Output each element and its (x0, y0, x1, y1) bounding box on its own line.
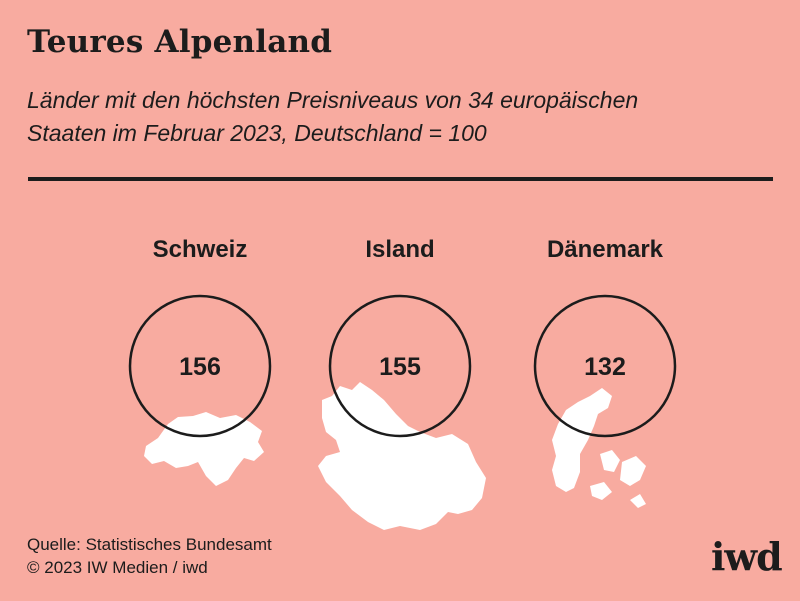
value-label-2: 132 (584, 353, 626, 381)
value-circle-2 (533, 294, 677, 438)
subtitle-line-2: Staaten im Februar 2023, Deutschland = 1… (27, 120, 487, 146)
header-divider (28, 177, 773, 181)
country-label-schweiz: Schweiz (152, 236, 248, 263)
country-label-daenemark: Dänemark (546, 236, 664, 263)
iceland-map-icon (318, 382, 486, 530)
source-note: Quelle: Statistisches Bundesamt © 2023 I… (27, 533, 272, 579)
chart-subtitle: Länder mit den höchsten Preisniveaus von… (27, 84, 767, 150)
source-line: Quelle: Statistisches Bundesamt (27, 535, 272, 554)
value-circle-0 (128, 294, 272, 438)
chart-title: Teures Alpenland (27, 24, 333, 60)
value-label-1: 155 (379, 353, 421, 381)
iwd-logo: iwd (711, 534, 783, 579)
country-label-island: Island (365, 236, 435, 263)
denmark-map-icon (552, 388, 646, 508)
copyright-line: © 2023 IW Medien / iwd (27, 558, 208, 577)
value-label-0: 156 (179, 353, 221, 381)
value-circle-1 (328, 294, 472, 438)
subtitle-line-1: Länder mit den höchsten Preisniveaus von… (27, 87, 639, 113)
switzerland-map-icon (144, 412, 264, 486)
